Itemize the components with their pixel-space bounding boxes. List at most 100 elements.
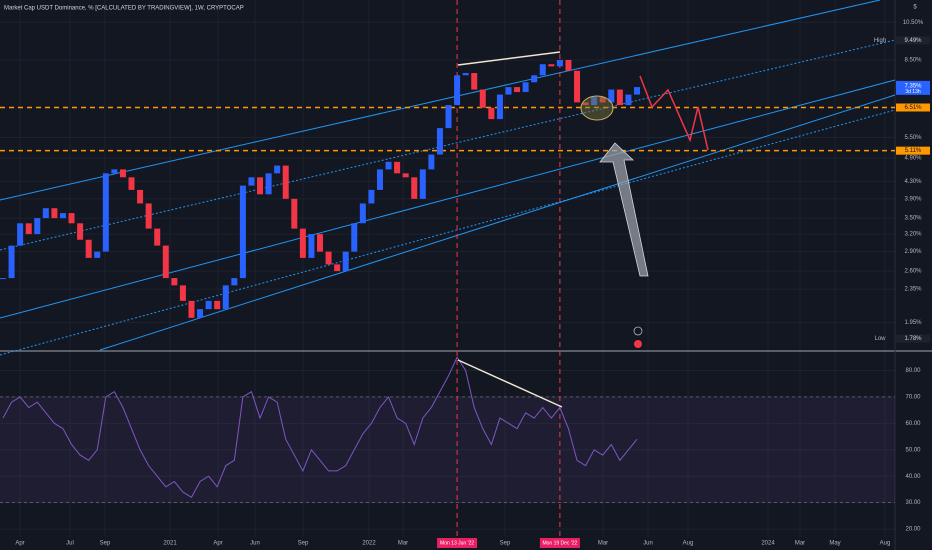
- y-tick-label: 5.50%: [904, 135, 922, 141]
- candle: [565, 59, 572, 71]
- extreme-label: 1.78%: [904, 336, 922, 342]
- candle: [496, 94, 503, 120]
- channel-line: [0, 109, 896, 356]
- candle: [462, 73, 469, 76]
- candle: [471, 73, 478, 90]
- candle: [479, 89, 486, 108]
- candle: [205, 300, 212, 310]
- candle: [436, 128, 443, 155]
- candle: [325, 251, 332, 265]
- candle: [179, 285, 186, 301]
- extreme-label: 9.49%: [904, 38, 922, 44]
- candle: [188, 300, 195, 318]
- candle: [68, 213, 75, 224]
- candle: [522, 82, 529, 93]
- y-tick-label: 8.50%: [904, 58, 922, 64]
- candle: [265, 173, 272, 195]
- candle: [137, 189, 144, 204]
- candle: [616, 89, 623, 106]
- candle: [556, 59, 563, 67]
- candle: [445, 105, 452, 129]
- candle: [102, 173, 109, 252]
- x-tick-label: Mar: [598, 541, 608, 547]
- x-tick-label: 2022: [362, 541, 376, 547]
- candle: [171, 278, 178, 286]
- last-badge: [896, 80, 930, 95]
- rsi-tick-label: 40.00: [905, 474, 921, 480]
- grid: [0, 0, 895, 537]
- candle: [368, 189, 375, 204]
- candle: [531, 75, 538, 83]
- candle: [317, 234, 323, 252]
- last-label: 7.35%: [904, 83, 922, 89]
- candle: [111, 169, 118, 174]
- event-icon: [633, 326, 643, 336]
- candle: [539, 64, 546, 76]
- candle: [402, 173, 409, 178]
- candle: [257, 177, 264, 195]
- candle: [248, 177, 255, 186]
- y-tick-label: 4.30%: [904, 179, 922, 185]
- x-tick-label: Mar: [795, 541, 805, 547]
- candle: [8, 245, 15, 279]
- x-tick-label: 2021: [163, 541, 177, 547]
- candle: [119, 169, 126, 178]
- candle: [51, 208, 58, 219]
- x-tick-label: Apr: [15, 541, 24, 547]
- extreme-badge: [896, 334, 930, 343]
- y-tick-label: 4.90%: [904, 156, 922, 162]
- candle: [231, 278, 238, 286]
- x-tick-label: Aug: [880, 541, 891, 547]
- candle: [634, 87, 640, 95]
- y-tick-label: 3.20%: [904, 232, 922, 238]
- candle: [334, 264, 341, 272]
- candle: [505, 87, 512, 95]
- candle: [308, 234, 315, 258]
- x-tick-label: Sep: [298, 541, 309, 547]
- candle: [574, 70, 581, 103]
- candle: [419, 169, 426, 199]
- candle: [25, 223, 32, 235]
- rsi-line: [2, 356, 638, 499]
- candle: [197, 309, 204, 318]
- candle: [17, 223, 24, 246]
- candle: [162, 245, 169, 279]
- extreme-name: Low: [874, 336, 886, 342]
- candle: [351, 223, 358, 252]
- channel-line: [0, 0, 881, 201]
- extreme-badge: [896, 36, 930, 45]
- candle: [342, 251, 349, 272]
- level-label: 5.11%: [905, 148, 922, 154]
- candle: [599, 97, 606, 103]
- rsi-tick-label: 50.00: [905, 447, 921, 453]
- candle: [291, 198, 298, 229]
- x-tick-label: Sep: [100, 541, 111, 547]
- candle: [608, 89, 615, 103]
- projection: [639, 75, 709, 151]
- rsi-tick-label: 30.00: [905, 500, 921, 506]
- candle: [428, 154, 435, 170]
- x-tick-label: Jun: [250, 541, 260, 547]
- candle: [222, 285, 229, 310]
- event-icon: [634, 340, 642, 348]
- candle: [411, 177, 418, 199]
- countdown: 3d 13h: [905, 89, 921, 95]
- candle: [94, 251, 101, 258]
- arrow: [599, 142, 649, 277]
- candle: [625, 94, 632, 106]
- header: Market Cap USDT Dominance, % [CALCULATED…: [4, 6, 244, 12]
- candle: [154, 228, 161, 246]
- extreme-name: High: [874, 38, 886, 44]
- highlight-ellipse: [580, 95, 614, 121]
- y-tick-label: 3.90%: [904, 196, 922, 202]
- rsi-tick-label: 60.00: [905, 421, 921, 427]
- y-tick-label: 10.50%: [903, 20, 924, 26]
- trend-line: [457, 359, 563, 408]
- x-tick-label: Mar: [398, 541, 408, 547]
- x-tick-label: Apr: [213, 541, 222, 547]
- marker-badge: [437, 538, 478, 548]
- candle: [514, 87, 521, 93]
- marker-label: Mon 19 Dec '22: [542, 540, 577, 546]
